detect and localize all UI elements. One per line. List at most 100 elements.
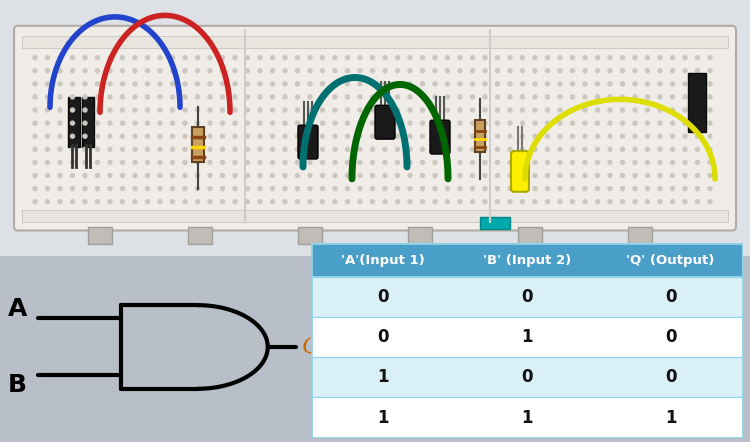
Circle shape (433, 108, 437, 112)
Circle shape (496, 134, 500, 138)
Circle shape (183, 174, 187, 178)
Circle shape (571, 200, 574, 204)
Circle shape (320, 69, 325, 73)
Circle shape (496, 108, 500, 112)
Circle shape (608, 121, 612, 125)
Circle shape (170, 108, 175, 112)
Circle shape (58, 174, 62, 178)
Circle shape (496, 200, 500, 204)
Circle shape (670, 56, 674, 60)
Circle shape (520, 108, 524, 112)
Circle shape (608, 147, 612, 151)
Circle shape (208, 174, 212, 178)
Circle shape (346, 147, 350, 151)
Circle shape (146, 160, 149, 164)
Circle shape (58, 134, 62, 138)
Circle shape (670, 121, 674, 125)
Circle shape (383, 187, 387, 191)
Circle shape (670, 95, 674, 99)
Circle shape (158, 147, 162, 151)
Circle shape (670, 200, 674, 204)
Circle shape (670, 174, 674, 178)
Text: 'Q' (Output): 'Q' (Output) (626, 254, 715, 267)
Circle shape (683, 95, 687, 99)
Circle shape (346, 134, 350, 138)
Circle shape (383, 56, 387, 60)
Circle shape (346, 95, 350, 99)
Circle shape (33, 108, 37, 112)
Circle shape (370, 200, 374, 204)
Circle shape (545, 108, 550, 112)
Circle shape (633, 147, 637, 151)
Circle shape (133, 147, 137, 151)
Circle shape (333, 69, 337, 73)
Circle shape (70, 69, 74, 73)
Circle shape (483, 108, 487, 112)
Circle shape (296, 147, 299, 151)
Circle shape (533, 187, 537, 191)
Circle shape (496, 121, 500, 125)
Circle shape (383, 200, 387, 204)
Circle shape (95, 121, 100, 125)
Circle shape (46, 200, 50, 204)
Circle shape (133, 108, 137, 112)
Circle shape (583, 200, 587, 204)
Circle shape (596, 69, 599, 73)
Circle shape (70, 121, 74, 125)
Circle shape (583, 187, 587, 191)
Circle shape (271, 160, 274, 164)
Circle shape (333, 160, 337, 164)
Circle shape (121, 56, 124, 60)
Circle shape (558, 82, 562, 86)
Circle shape (83, 121, 87, 125)
Circle shape (170, 147, 175, 151)
Circle shape (558, 187, 562, 191)
Circle shape (658, 69, 662, 73)
Circle shape (133, 200, 137, 204)
Circle shape (633, 108, 637, 112)
Circle shape (683, 200, 687, 204)
Circle shape (520, 174, 524, 178)
Circle shape (646, 56, 650, 60)
Circle shape (421, 147, 424, 151)
Circle shape (395, 82, 400, 86)
Circle shape (70, 200, 74, 204)
Circle shape (83, 160, 87, 164)
Circle shape (545, 82, 550, 86)
Circle shape (108, 56, 112, 60)
Circle shape (646, 134, 650, 138)
Circle shape (46, 95, 50, 99)
Circle shape (158, 160, 162, 164)
Circle shape (95, 134, 100, 138)
Circle shape (121, 174, 124, 178)
Bar (480, 217, 510, 229)
Circle shape (283, 160, 287, 164)
Circle shape (296, 160, 299, 164)
Circle shape (83, 187, 87, 191)
Circle shape (70, 174, 74, 178)
Circle shape (33, 187, 37, 191)
Circle shape (183, 134, 187, 138)
Circle shape (633, 95, 637, 99)
Text: 'B' (Input 2): 'B' (Input 2) (483, 254, 571, 267)
Circle shape (208, 160, 212, 164)
Circle shape (283, 134, 287, 138)
Circle shape (158, 69, 162, 73)
Circle shape (670, 82, 674, 86)
Circle shape (33, 147, 37, 151)
Circle shape (358, 160, 362, 164)
Circle shape (108, 95, 112, 99)
Circle shape (508, 160, 512, 164)
Circle shape (358, 200, 362, 204)
Circle shape (83, 95, 87, 99)
Circle shape (433, 69, 437, 73)
Circle shape (258, 95, 262, 99)
Circle shape (283, 82, 287, 86)
Circle shape (496, 147, 500, 151)
Circle shape (233, 160, 237, 164)
Circle shape (121, 82, 124, 86)
Circle shape (646, 108, 650, 112)
Circle shape (33, 174, 37, 178)
Circle shape (496, 56, 500, 60)
Circle shape (121, 187, 124, 191)
